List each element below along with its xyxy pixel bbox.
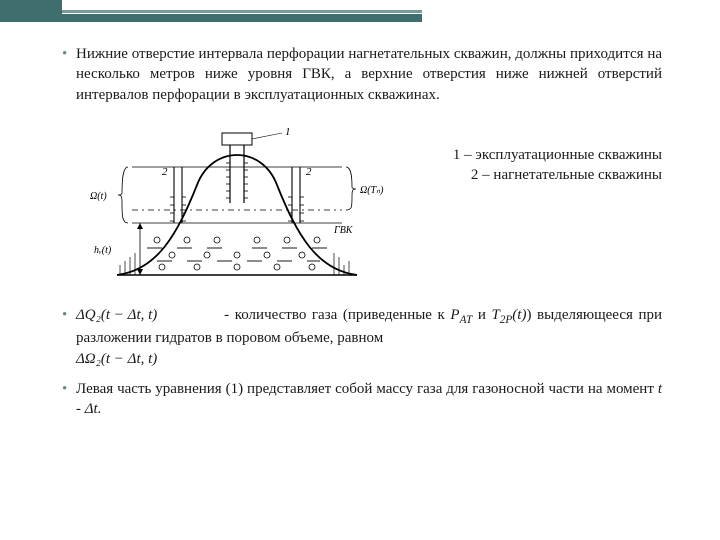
header-fill bbox=[0, 0, 62, 22]
p2-T2P-sub: 2Р bbox=[500, 314, 513, 326]
paragraph-1: Нижние отверстие интервала перфорации на… bbox=[76, 44, 662, 105]
header-accent-thick bbox=[62, 14, 422, 22]
p2-T2P-arg: (t) bbox=[512, 307, 526, 323]
eq-dOmega2: ΔΩ₂(t − Δt, t) bbox=[76, 349, 157, 369]
well-diagram: 1 2 2 bbox=[62, 115, 402, 295]
paragraph-3: Левая часть уравнения (1) представляет с… bbox=[76, 379, 662, 420]
bullet-list: Нижние отверстие интервала перфорации на… bbox=[62, 44, 662, 105]
paragraph-2: ΔQ₂(t − Δt, t) - количество газа (привед… bbox=[76, 305, 662, 369]
bullet-list-2: ΔQ₂(t − Δt, t) - количество газа (привед… bbox=[62, 305, 662, 420]
fig-label-2-left: 2 bbox=[162, 166, 168, 178]
fig-omega-t: Ω(t) bbox=[90, 191, 107, 202]
p2-T2P: T bbox=[491, 307, 499, 323]
legend-line-1: 1 – эксплуатационные скважины bbox=[412, 145, 662, 165]
p2-text-b: и bbox=[472, 307, 491, 323]
figure-wrap: 1 2 2 bbox=[62, 115, 662, 295]
header-accent-thin bbox=[62, 10, 422, 13]
fig-omega-Tn: Ω(Tₙ) bbox=[360, 185, 384, 196]
header-strip bbox=[0, 0, 720, 22]
p2-text-a: - количество газа (приведенные к bbox=[224, 307, 450, 323]
fig-label-1: 1 bbox=[285, 126, 291, 138]
figure-legend: 1 – эксплуатационные скважины 2 – нагнет… bbox=[412, 145, 662, 186]
p2-PAT: P bbox=[450, 307, 459, 323]
fig-hv: hᵥ(t) bbox=[94, 245, 112, 256]
eq-dQ2: ΔQ₂(t − Δt, t) bbox=[76, 305, 157, 325]
fig-gvk: ГВК bbox=[333, 225, 354, 236]
content-area: Нижние отверстие интервала перфорации на… bbox=[62, 44, 662, 429]
p2-PAT-sub: АТ bbox=[460, 314, 473, 326]
legend-line-2: 2 – нагнетательные скважины bbox=[412, 165, 662, 185]
p3-text-a: Левая часть уравнения (1) представляет с… bbox=[76, 381, 658, 397]
fig-label-2-right: 2 bbox=[306, 166, 312, 178]
